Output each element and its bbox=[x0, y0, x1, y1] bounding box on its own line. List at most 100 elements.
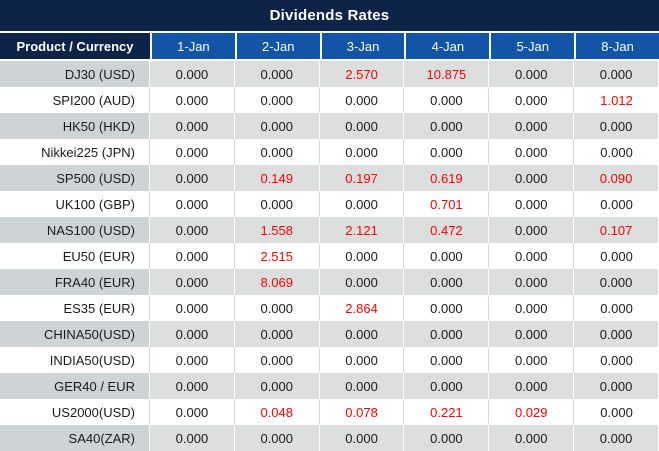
value-cell: 0.000 bbox=[489, 321, 575, 347]
value-cell: 0.000 bbox=[489, 191, 575, 217]
value-cell: 0.221 bbox=[404, 399, 490, 425]
value-cell: 0.000 bbox=[319, 191, 405, 217]
value-cell: 0.000 bbox=[150, 295, 235, 321]
value-cell: 0.000 bbox=[574, 191, 659, 217]
value-cell: 0.000 bbox=[150, 165, 235, 191]
value-cell: 0.619 bbox=[404, 165, 490, 191]
product-cell: GER40 / EUR bbox=[0, 373, 150, 399]
value-cell: 0.048 bbox=[234, 399, 320, 425]
table-header: Product / Currency 1-Jan 2-Jan 3-Jan 4-Jan 5… bbox=[0, 33, 659, 61]
table-row: SPI200 (AUD) 0.000 0.000 0.000 0.000 0.000 1.0… bbox=[0, 87, 659, 113]
table-row: GER40 / EUR 0.000 0.000 0.000 0.000 0.000 0.00… bbox=[0, 373, 659, 399]
value-cell: 1.558 bbox=[234, 217, 320, 243]
value-cell: 0.000 bbox=[234, 373, 320, 399]
table-row: INDIA50(USD) 0.000 0.000 0.000 0.000 0.000 0.0… bbox=[0, 347, 659, 373]
dividends-table: Product / Currency 1-Jan 2-Jan 3-Jan 4-Jan 5… bbox=[0, 33, 659, 451]
value-cell: 2.570 bbox=[319, 61, 405, 87]
table-row: US2000(USD) 0.000 0.048 0.078 0.221 0.029 0.00… bbox=[0, 399, 659, 425]
value-cell: 0.000 bbox=[150, 61, 235, 87]
product-cell: EU50 (EUR) bbox=[0, 243, 150, 269]
value-cell: 0.000 bbox=[489, 61, 575, 87]
value-cell: 0.000 bbox=[319, 87, 405, 113]
product-currency-header: Product / Currency bbox=[0, 33, 150, 61]
value-cell: 0.000 bbox=[574, 295, 659, 321]
product-cell: SA40(ZAR) bbox=[0, 425, 150, 451]
value-cell: 0.000 bbox=[489, 113, 575, 139]
value-cell: 0.000 bbox=[404, 139, 490, 165]
value-cell: 0.078 bbox=[319, 399, 405, 425]
value-cell: 0.000 bbox=[489, 87, 575, 113]
value-cell: 0.000 bbox=[574, 243, 659, 269]
value-cell: 0.000 bbox=[404, 87, 490, 113]
product-cell: FRA40 (EUR) bbox=[0, 269, 150, 295]
date-column-header: 2-Jan bbox=[234, 33, 320, 61]
value-cell: 2.515 bbox=[234, 243, 320, 269]
value-cell: 0.000 bbox=[150, 269, 235, 295]
value-cell: 0.000 bbox=[234, 321, 320, 347]
date-column-header: 1-Jan bbox=[150, 33, 235, 61]
value-cell: 0.000 bbox=[319, 139, 405, 165]
page-title: Dividends Rates bbox=[0, 0, 659, 33]
value-cell: 0.000 bbox=[404, 347, 490, 373]
value-cell: 0.000 bbox=[489, 165, 575, 191]
value-cell: 0.000 bbox=[574, 61, 659, 87]
product-cell: UK100 (GBP) bbox=[0, 191, 150, 217]
value-cell: 0.000 bbox=[150, 191, 235, 217]
value-cell: 0.000 bbox=[150, 243, 235, 269]
value-cell: 0.000 bbox=[574, 321, 659, 347]
value-cell: 0.000 bbox=[319, 321, 405, 347]
value-cell: 0.000 bbox=[404, 321, 490, 347]
product-cell: SP500 (USD) bbox=[0, 165, 150, 191]
date-column-header: 3-Jan bbox=[319, 33, 405, 61]
product-cell: HK50 (HKD) bbox=[0, 113, 150, 139]
value-cell: 0.197 bbox=[319, 165, 405, 191]
value-cell: 10.875 bbox=[404, 61, 490, 87]
value-cell: 0.000 bbox=[404, 295, 490, 321]
product-cell: ES35 (EUR) bbox=[0, 295, 150, 321]
value-cell: 0.000 bbox=[574, 425, 659, 451]
value-cell: 0.701 bbox=[404, 191, 490, 217]
value-cell: 0.000 bbox=[150, 113, 235, 139]
value-cell: 0.000 bbox=[234, 87, 320, 113]
product-cell: SPI200 (AUD) bbox=[0, 87, 150, 113]
value-cell: 0.000 bbox=[489, 243, 575, 269]
value-cell: 0.000 bbox=[574, 113, 659, 139]
value-cell: 0.000 bbox=[574, 269, 659, 295]
table-body: DJ30 (USD) 0.000 0.000 2.570 10.875 0.000 0.00… bbox=[0, 61, 659, 451]
value-cell: 0.000 bbox=[574, 373, 659, 399]
value-cell: 0.000 bbox=[150, 373, 235, 399]
value-cell: 0.000 bbox=[574, 399, 659, 425]
value-cell: 0.000 bbox=[404, 113, 490, 139]
value-cell: 0.000 bbox=[489, 295, 575, 321]
value-cell: 0.107 bbox=[574, 217, 659, 243]
table-row: Nikkei225 (JPN) 0.000 0.000 0.000 0.000 0.000… bbox=[0, 139, 659, 165]
date-column-header: 4-Jan bbox=[404, 33, 490, 61]
value-cell: 0.149 bbox=[234, 165, 320, 191]
value-cell: 0.000 bbox=[150, 321, 235, 347]
value-cell: 0.000 bbox=[489, 139, 575, 165]
table-row: FRA40 (EUR) 0.000 8.069 0.000 0.000 0.000 0.00… bbox=[0, 269, 659, 295]
value-cell: 0.000 bbox=[234, 61, 320, 87]
table-row: ES35 (EUR) 0.000 0.000 2.864 0.000 0.000 0.000 bbox=[0, 295, 659, 321]
table-row: CHINA50(USD) 0.000 0.000 0.000 0.000 0.000 0.0… bbox=[0, 321, 659, 347]
value-cell: 0.000 bbox=[489, 217, 575, 243]
value-cell: 0.000 bbox=[150, 139, 235, 165]
value-cell: 0.000 bbox=[404, 243, 490, 269]
value-cell: 0.000 bbox=[404, 269, 490, 295]
value-cell: 0.000 bbox=[319, 113, 405, 139]
value-cell: 0.000 bbox=[234, 139, 320, 165]
value-cell: 0.000 bbox=[234, 191, 320, 217]
value-cell: 0.000 bbox=[404, 425, 490, 451]
value-cell: 0.000 bbox=[574, 347, 659, 373]
header-row: Product / Currency 1-Jan 2-Jan 3-Jan 4-Jan 5… bbox=[0, 33, 659, 61]
value-cell: 0.000 bbox=[150, 347, 235, 373]
value-cell: 0.000 bbox=[234, 347, 320, 373]
value-cell: 2.121 bbox=[319, 217, 405, 243]
date-column-header: 8-Jan bbox=[574, 33, 659, 61]
value-cell: 0.000 bbox=[150, 425, 235, 451]
table-row: UK100 (GBP) 0.000 0.000 0.000 0.701 0.000 0.00… bbox=[0, 191, 659, 217]
value-cell: 0.090 bbox=[574, 165, 659, 191]
value-cell: 0.000 bbox=[150, 399, 235, 425]
value-cell: 0.000 bbox=[319, 425, 405, 451]
